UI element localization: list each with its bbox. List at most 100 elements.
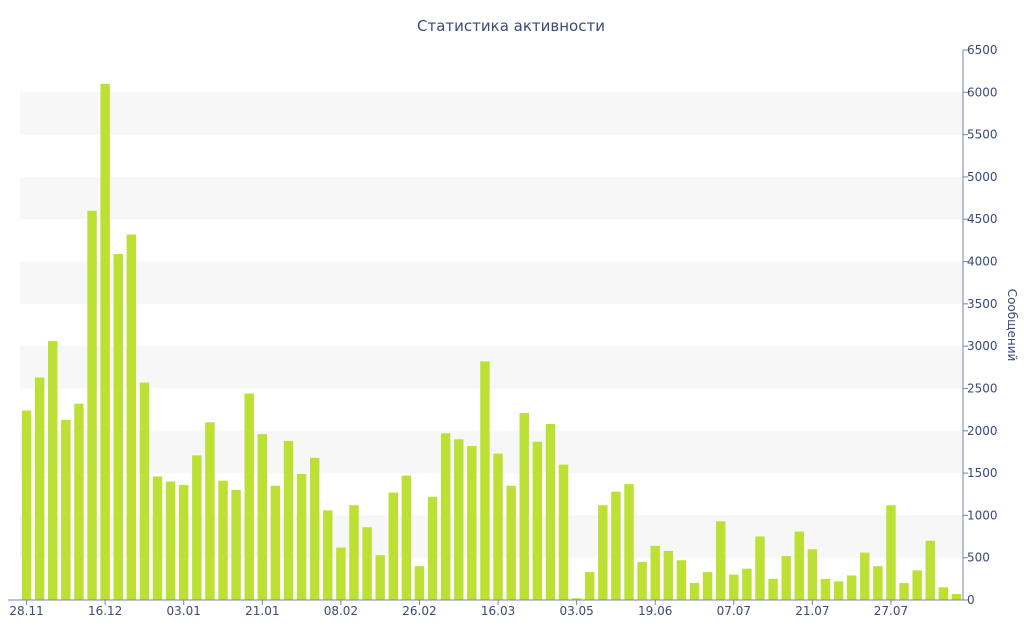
bar	[938, 587, 949, 600]
bar	[414, 566, 425, 600]
bar	[598, 505, 608, 600]
bar	[493, 453, 503, 600]
grid-band	[20, 176, 963, 220]
bar	[545, 424, 556, 600]
bar	[336, 547, 346, 600]
bar	[283, 440, 294, 600]
x-tick-label: 03.05	[559, 604, 593, 618]
bar	[506, 485, 516, 600]
bar	[846, 575, 857, 600]
bar	[650, 545, 660, 600]
bar	[820, 578, 831, 600]
x-tick-label: 07.07	[717, 604, 751, 618]
bar	[702, 572, 713, 600]
y-tick-label: 500	[967, 551, 990, 565]
bar	[139, 382, 150, 600]
bar	[480, 361, 490, 600]
y-tick-label: 5500	[967, 128, 998, 142]
x-axis: 28.11 16.12 03.01 21.01 08.02 26.02 16.03 03.05…	[8, 599, 963, 618]
bar	[873, 566, 883, 600]
bar	[309, 457, 320, 600]
bar	[860, 552, 870, 600]
grid-band	[20, 430, 963, 474]
x-tick-label: 08.02	[324, 604, 358, 618]
y-tick-label: 1500	[967, 466, 998, 480]
y-tick-label: 0	[967, 593, 975, 607]
bar	[440, 433, 451, 600]
x-tick-label: 21.07	[795, 604, 829, 618]
bar	[375, 555, 385, 600]
y-tick-label: 3000	[967, 339, 998, 353]
bar	[467, 446, 477, 600]
x-tick-label: 28.11	[9, 604, 43, 618]
bar	[807, 549, 818, 600]
x-tick-label: 03.01	[167, 604, 201, 618]
bar	[61, 419, 71, 600]
bar	[742, 568, 752, 600]
grid-band	[20, 515, 963, 558]
bar	[427, 496, 438, 600]
bar	[87, 210, 97, 600]
bar	[179, 484, 189, 600]
bar	[34, 377, 45, 600]
bar	[951, 594, 962, 600]
bar	[205, 422, 215, 600]
x-tick-label: 27.07	[874, 604, 908, 618]
bar	[781, 556, 791, 600]
x-tick-label: 16.12	[88, 604, 122, 618]
bar	[270, 485, 281, 600]
bar	[388, 492, 398, 600]
bar	[637, 561, 647, 600]
bar	[912, 570, 922, 600]
bar	[519, 413, 529, 600]
bar	[152, 476, 163, 600]
y-tick-label: 3500	[967, 297, 998, 311]
bar	[48, 341, 58, 600]
bar	[532, 441, 543, 600]
x-tick-label: 26.02	[402, 604, 436, 618]
grid-band	[20, 92, 963, 135]
y-tick-label: 1000	[967, 508, 998, 522]
y-axis-label: Сообщений	[1005, 289, 1019, 362]
y-tick-label: 4500	[967, 212, 998, 226]
bar	[244, 393, 254, 600]
bar	[663, 550, 674, 600]
bar	[323, 510, 333, 600]
bar	[768, 578, 778, 600]
bar	[624, 484, 634, 600]
bar	[74, 403, 84, 600]
bar	[454, 439, 464, 600]
bar	[794, 531, 804, 600]
x-tick-label: 21.01	[245, 604, 279, 618]
bar	[113, 253, 123, 600]
bar	[833, 581, 844, 600]
bar	[715, 521, 726, 600]
bar	[257, 434, 268, 600]
x-tick-label: 16.03	[481, 604, 515, 618]
bar	[362, 527, 372, 600]
x-tick-label: 19.06	[638, 604, 672, 618]
bar	[231, 490, 241, 600]
bar	[886, 505, 896, 600]
bar	[899, 583, 909, 600]
grid-band	[20, 261, 963, 304]
grid-bands	[20, 92, 963, 558]
y-tick-label: 5000	[967, 170, 998, 184]
bar	[571, 598, 582, 600]
bar	[585, 572, 595, 600]
y-tick-label: 6000	[967, 85, 998, 99]
bar	[192, 455, 202, 600]
bar	[296, 473, 307, 600]
bar	[218, 480, 228, 600]
bar	[165, 481, 176, 600]
grid-band	[20, 346, 963, 389]
bar	[676, 560, 687, 600]
bar	[126, 234, 137, 600]
bar	[729, 574, 739, 600]
bars-group	[21, 83, 962, 601]
y-tick-label: 4000	[967, 255, 998, 269]
bar	[349, 505, 359, 600]
bar	[21, 410, 32, 600]
y-axis: 0 500 1000 1500 2000 2500 3000 3500 4000 4500 5000…	[962, 43, 998, 607]
y-tick-label: 2000	[967, 424, 998, 438]
